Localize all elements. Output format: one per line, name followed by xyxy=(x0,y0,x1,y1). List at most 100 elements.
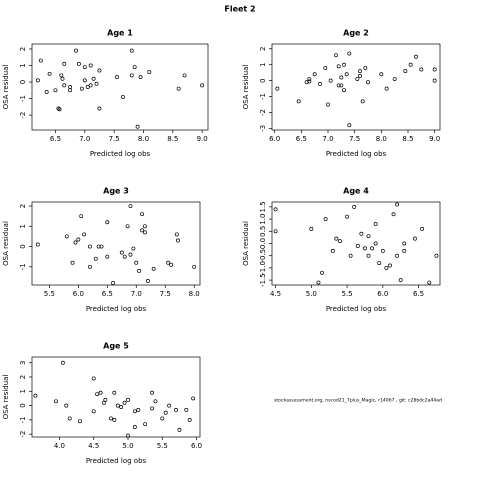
point xyxy=(119,405,124,409)
x-tick-label: 7.5 xyxy=(349,135,360,143)
point xyxy=(380,248,385,253)
point xyxy=(363,65,368,70)
point xyxy=(115,403,120,408)
point xyxy=(150,406,154,411)
point xyxy=(388,263,392,268)
point xyxy=(414,54,418,59)
point xyxy=(143,230,147,235)
point xyxy=(135,124,140,129)
point xyxy=(366,234,371,239)
point xyxy=(169,262,173,267)
point xyxy=(434,253,439,258)
point xyxy=(112,390,117,395)
point xyxy=(323,65,328,70)
point xyxy=(187,417,192,422)
y-tick-label: -1.5 xyxy=(259,273,267,287)
point xyxy=(328,78,333,83)
x-tick-label: 8.5 xyxy=(167,135,178,143)
y-tick-label: 1.0 xyxy=(259,214,267,225)
point xyxy=(408,62,413,67)
point xyxy=(366,253,371,258)
point xyxy=(108,416,113,421)
point xyxy=(64,234,69,239)
point xyxy=(403,69,408,74)
x-tick-label: 6.0 xyxy=(73,290,84,298)
y-tick-label: 0 xyxy=(19,403,27,407)
y-tick-label: -2 xyxy=(259,109,267,116)
point xyxy=(119,250,124,255)
x-axis-label: Predicted log obs xyxy=(326,305,387,313)
point xyxy=(316,280,321,285)
y-tick-label: 0 xyxy=(19,244,27,248)
point xyxy=(94,81,99,86)
x-axis-label: Predicted log obs xyxy=(90,150,151,158)
point xyxy=(97,68,102,73)
point xyxy=(47,71,52,76)
point xyxy=(76,61,81,66)
x-tick-label: 9.0 xyxy=(197,135,208,143)
point xyxy=(82,78,87,83)
point xyxy=(82,65,87,70)
point xyxy=(132,425,137,429)
point xyxy=(76,237,81,242)
point xyxy=(95,392,100,397)
point xyxy=(312,72,317,77)
point xyxy=(150,390,154,395)
x-axis-label: Predicted log obs xyxy=(86,457,147,465)
point xyxy=(136,407,141,412)
point xyxy=(307,77,312,81)
y-tick-label: -1.0 xyxy=(259,261,267,275)
point xyxy=(167,403,172,408)
panel-title: Age 3 xyxy=(103,187,129,196)
y-tick-label: -0.5 xyxy=(259,249,267,263)
x-tick-label: 6.0 xyxy=(191,442,202,450)
point xyxy=(128,204,133,208)
x-tick-label: 6.0 xyxy=(377,290,388,298)
point xyxy=(192,264,197,269)
panel-title: Age 2 xyxy=(343,29,369,38)
point xyxy=(91,76,96,81)
point xyxy=(398,278,403,283)
x-tick-label: 4.0 xyxy=(54,442,65,450)
point xyxy=(132,409,137,414)
y-tick-label: 0 xyxy=(19,80,27,84)
point xyxy=(128,252,133,257)
point xyxy=(38,58,43,63)
x-tick-label: 6.0 xyxy=(269,135,280,143)
plot-frame xyxy=(271,43,441,131)
x-tick-label: 7.5 xyxy=(160,290,171,298)
y-tick-label: 0 xyxy=(259,78,267,82)
point xyxy=(384,86,389,91)
point xyxy=(143,224,147,229)
x-tick-label: 8.0 xyxy=(376,135,387,143)
point xyxy=(342,88,346,93)
point xyxy=(360,99,365,104)
point xyxy=(57,107,62,112)
point xyxy=(326,102,330,107)
point xyxy=(432,67,437,72)
point xyxy=(122,400,127,405)
point xyxy=(137,268,142,273)
point xyxy=(200,83,205,88)
point xyxy=(174,232,179,237)
y-tick-label: 2 xyxy=(19,375,27,379)
y-tick-label: 1 xyxy=(19,389,27,393)
point xyxy=(87,264,92,269)
point xyxy=(88,63,93,68)
y-tick-label: -2 xyxy=(19,431,27,438)
point xyxy=(97,106,102,111)
point xyxy=(352,204,357,209)
point xyxy=(105,254,110,259)
point xyxy=(413,236,417,241)
point xyxy=(91,409,96,414)
point xyxy=(73,240,78,245)
point xyxy=(145,279,150,283)
point xyxy=(111,281,116,285)
x-tick-label: 5.5 xyxy=(157,442,168,450)
y-tick-label: -1 xyxy=(259,93,267,100)
x-tick-label: 6.5 xyxy=(50,135,61,143)
point xyxy=(134,260,139,265)
x-tick-label: 4.5 xyxy=(270,290,281,298)
point xyxy=(334,236,339,241)
panel-title: Age 4 xyxy=(343,187,369,196)
